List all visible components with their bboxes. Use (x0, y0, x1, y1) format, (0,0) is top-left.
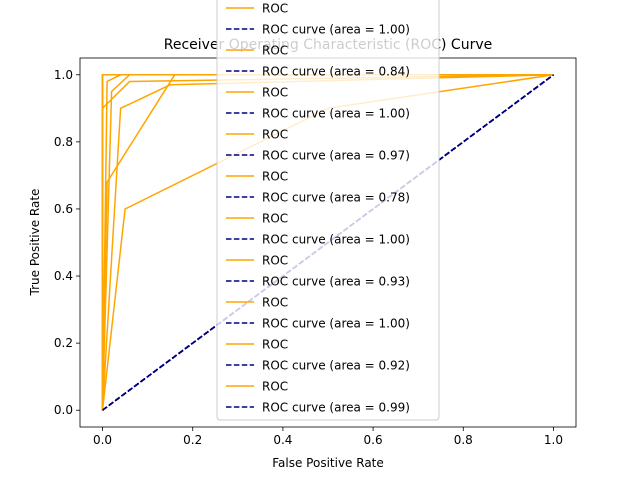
x-tick-label: 0.2 (183, 433, 202, 447)
legend-entry: ROC (262, 380, 288, 394)
y-tick-label: 0.8 (54, 135, 73, 149)
y-tick-label: 0.2 (54, 336, 73, 350)
legend-entry: ROC (262, 338, 288, 352)
x-tick-label: 1.0 (544, 433, 563, 447)
legend: ROC ROC curve (area = 1.00) ROC ROC curve (… (216, 0, 440, 421)
x-axis-ticks: 0.0 0.2 0.4 0.6 0.8 1.0 (93, 427, 563, 447)
legend-entry: ROC curve (area = 1.00) (262, 23, 410, 37)
legend-entry: ROC (262, 212, 288, 226)
y-axis-ticks: 0.0 0.2 0.4 0.6 0.8 1.0 (54, 68, 80, 417)
legend-entry: ROC curve (area = 1.00) (262, 233, 410, 247)
legend-entry: ROC curve (area = 0.78) (262, 191, 410, 205)
x-axis-label: False Positive Rate (272, 456, 384, 470)
y-tick-label: 0.6 (54, 202, 73, 216)
legend-box (216, 0, 440, 421)
legend-entry: ROC (262, 170, 288, 184)
legend-entry: ROC (262, 296, 288, 310)
x-tick-label: 0.8 (454, 433, 473, 447)
y-tick-label: 0.0 (54, 403, 73, 417)
legend-entry: ROC curve (area = 1.00) (262, 317, 410, 331)
legend-entry: ROC curve (area = 0.84) (262, 65, 410, 79)
legend-entry: ROC curve (area = 0.99) (262, 401, 410, 415)
legend-entry: ROC curve (area = 0.92) (262, 359, 410, 373)
y-tick-label: 1.0 (54, 68, 73, 82)
legend-entry: ROC (262, 128, 288, 142)
y-tick-label: 0.4 (54, 269, 73, 283)
x-tick-label: 0.6 (364, 433, 383, 447)
legend-entry: ROC (262, 2, 288, 16)
x-tick-label: 0.0 (93, 433, 112, 447)
legend-entry: ROC curve (area = 1.00) (262, 107, 410, 121)
y-axis-label: True Positive Rate (28, 189, 42, 297)
legend-entry: ROC curve (area = 0.93) (262, 275, 410, 289)
x-tick-label: 0.4 (273, 433, 292, 447)
legend-entry: ROC (262, 86, 288, 100)
legend-entry: ROC (262, 44, 288, 58)
legend-entry: ROC curve (area = 0.97) (262, 149, 410, 163)
legend-entry: ROC (262, 254, 288, 268)
